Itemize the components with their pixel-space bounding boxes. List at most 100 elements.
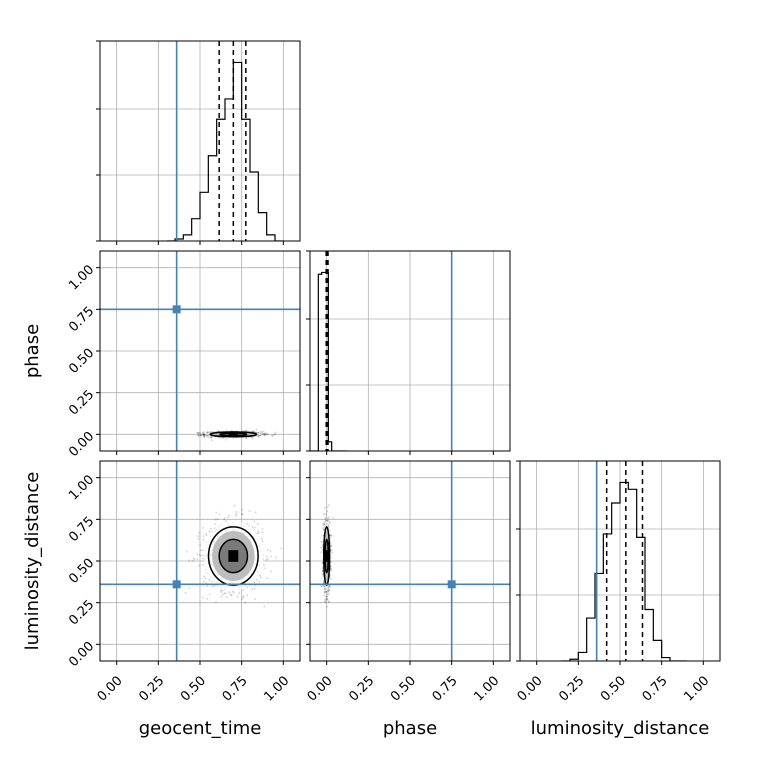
scatter-point	[205, 532, 208, 535]
scatter-point	[325, 597, 328, 600]
scatter-point	[320, 585, 323, 587]
scatter-point	[324, 595, 327, 598]
scatter-point	[255, 578, 258, 581]
scatter-point	[197, 433, 199, 436]
scatter-point	[253, 526, 256, 529]
contour-2sigma	[207, 526, 259, 586]
scatter-point	[324, 598, 327, 601]
scatter-point	[202, 535, 205, 538]
y-tick-label: 0.50	[66, 556, 97, 587]
scatter-point	[258, 580, 261, 583]
scatter-point	[203, 436, 206, 438]
scatter-point	[216, 518, 219, 520]
density-peak	[228, 431, 238, 438]
scatter-point	[325, 605, 328, 608]
scatter-point	[266, 433, 269, 436]
scatter-point	[324, 516, 327, 519]
scatter-point	[270, 570, 272, 573]
x-tick-label: 0.75	[640, 673, 671, 704]
scatter-point	[199, 544, 202, 547]
panel-frame	[309, 250, 511, 452]
scatter-point	[234, 514, 237, 517]
scatter-point	[198, 431, 201, 434]
scatter-point	[330, 550, 332, 552]
scatter-point	[323, 513, 325, 516]
scatter-point	[322, 524, 325, 527]
scatter-point	[324, 601, 327, 604]
scatter-point	[242, 589, 245, 591]
scatter-point	[254, 598, 256, 600]
scatter-point	[322, 585, 325, 587]
scatter-point	[320, 551, 323, 554]
scatter-point	[246, 523, 249, 526]
panel-frame	[309, 460, 511, 662]
scatter-point	[203, 431, 205, 433]
scatter-point	[321, 585, 323, 588]
scatter-point	[320, 546, 322, 549]
scatter-point	[329, 560, 332, 563]
y-tick-label: 0.75	[66, 304, 97, 335]
scatter-point	[261, 528, 264, 530]
scatter-point	[241, 513, 243, 515]
scatter-point	[263, 432, 266, 435]
scatter-point	[321, 562, 324, 564]
scatter-point	[197, 434, 200, 437]
scatter-point	[321, 561, 324, 564]
scatter-point	[199, 549, 202, 552]
scatter-point	[202, 432, 205, 435]
scatter-point	[205, 534, 208, 537]
scatter-point	[323, 507, 326, 509]
density-peak	[323, 550, 330, 562]
scatter-point	[328, 504, 330, 506]
panel-frame	[99, 40, 301, 242]
scatter-point	[326, 598, 329, 600]
scatter-point	[198, 434, 200, 437]
contour-1sigma	[218, 538, 249, 574]
scatter-point	[224, 592, 227, 595]
scatter-point	[203, 433, 206, 436]
scatter-point	[263, 434, 266, 436]
x-tick-label: 0.00	[95, 673, 126, 704]
scatter-point	[225, 438, 228, 441]
scatter-point	[326, 591, 329, 594]
scatter-point	[323, 590, 326, 593]
scatter-point	[209, 527, 212, 530]
scatter-point	[330, 569, 333, 572]
x-tick-label: 0.50	[388, 673, 419, 704]
scatter-point	[233, 504, 236, 507]
scatter-point	[201, 526, 204, 529]
histogram-step-geocent_time	[166, 61, 284, 241]
scatter-point	[225, 596, 228, 599]
scatter-point	[202, 580, 205, 583]
scatter-point	[248, 509, 251, 512]
scatter-point	[208, 593, 211, 596]
scatter-point	[200, 554, 202, 557]
panel-frame	[519, 460, 721, 662]
scatter-point	[220, 591, 223, 593]
scatter-point	[211, 431, 214, 433]
scatter-point	[210, 436, 213, 439]
x-axis-label-luminosity_distance: luminosity_distance	[531, 718, 710, 739]
scatter-point	[246, 594, 249, 597]
scatter-point	[200, 434, 203, 437]
scatter-point	[214, 523, 216, 525]
scatter-point	[269, 550, 272, 553]
scatter-point	[219, 589, 222, 592]
scatter-point	[206, 431, 209, 433]
scatter-point	[265, 555, 268, 558]
scatter-point	[192, 557, 195, 560]
scatter-point	[210, 439, 213, 442]
x-tick-label: 0.00	[515, 673, 546, 704]
scatter-point	[203, 434, 205, 436]
contour-1sigma	[324, 538, 330, 574]
scatter-point	[325, 519, 328, 522]
x-axis-label-phase: phase	[383, 718, 437, 739]
scatter-point	[241, 513, 244, 516]
scatter-point	[251, 525, 254, 528]
scatter-point	[266, 558, 269, 560]
scatter-point	[215, 511, 218, 514]
scatter-point	[263, 433, 266, 435]
scatter-point	[214, 518, 217, 521]
scatter-point	[327, 592, 330, 595]
scatter-point	[258, 574, 261, 577]
